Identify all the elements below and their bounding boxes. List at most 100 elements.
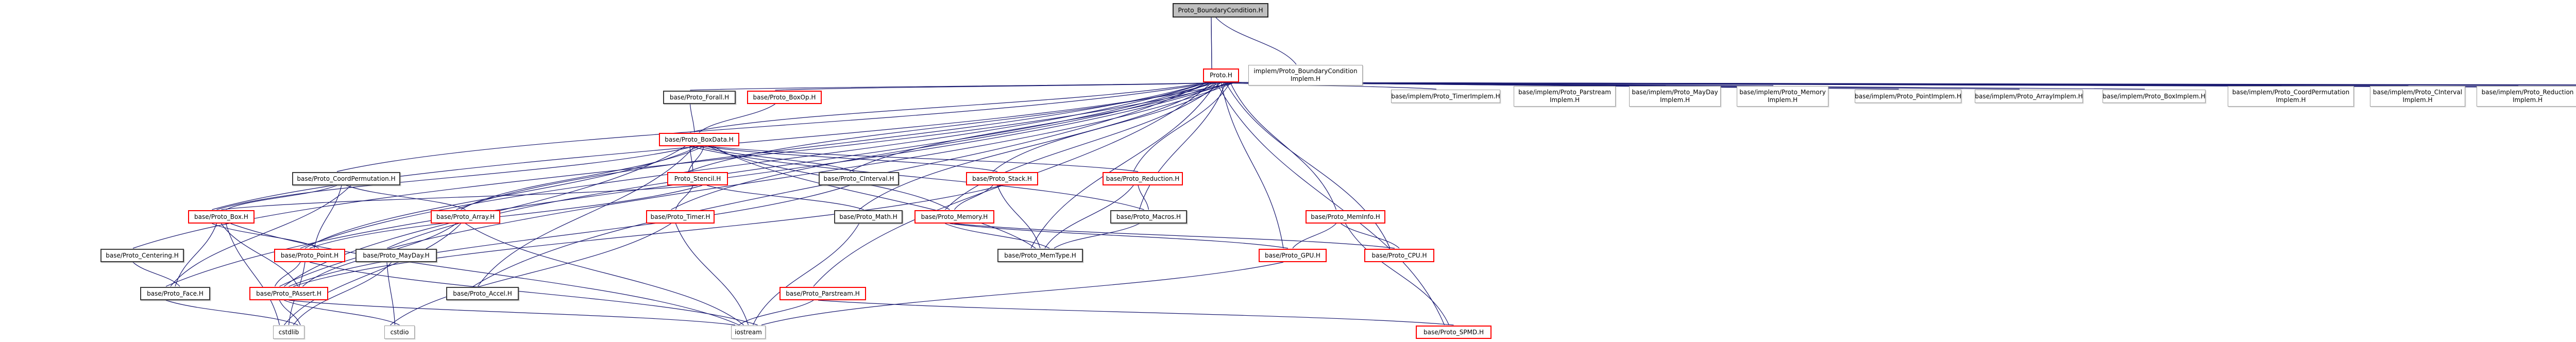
edge-point-to-passert: [274, 262, 301, 287]
edge-proto-to-memory: [945, 82, 1222, 210]
graph-node-reduction[interactable]: base/Proto_Reduction.H: [1103, 172, 1183, 185]
graph-node-boxdata[interactable]: base/Proto_BoxData.H: [659, 133, 739, 146]
graph-node-root[interactable]: Proto_BoundaryCondition.H: [1173, 3, 1268, 18]
graph-node-accel[interactable]: base/Proto_Accel.H: [446, 287, 519, 300]
graph-node-memtype[interactable]: base/Proto_MemType.H: [997, 249, 1083, 262]
edge-cinterval-to-passert: [289, 185, 850, 287]
graph-node-face[interactable]: base/Proto_Face.H: [140, 287, 210, 300]
edge-boxdata-to-cinterval: [699, 146, 855, 172]
edge-boxdata-to-stencil: [689, 146, 693, 172]
graph-node-parstream[interactable]: base/Proto_Parstream.H: [779, 287, 866, 300]
edge-box-to-iostream: [230, 223, 739, 326]
edge-proto-to-array: [456, 82, 1208, 210]
edge-proto-to-coordperm: [336, 82, 1212, 172]
edge-root-to-bc_implem: [1215, 17, 1297, 65]
edge-parstream-to-spmd: [818, 300, 1454, 326]
edge-boxdata-to-stack: [703, 146, 998, 172]
graph-node-math[interactable]: base/Proto_Math.H: [834, 210, 903, 224]
edge-box-to-face: [175, 223, 217, 287]
edge-stencil-to-timer: [675, 185, 693, 210]
graph-node-cpu[interactable]: base/Proto_CPU.H: [1364, 249, 1434, 262]
edge-gpu-to-iostream: [761, 262, 1284, 326]
graph-node-gpu[interactable]: base/Proto_GPU.H: [1259, 249, 1327, 262]
graph-node-box_i[interactable]: base/implem/Proto_BoxImplem.H: [2103, 90, 2206, 103]
edge-reduction-to-macros: [1138, 185, 1149, 210]
graph-node-box[interactable]: base/Proto_Box.H: [188, 210, 255, 224]
edge-proto-to-gpu: [1221, 82, 1284, 249]
edge-mayday-to-cstdio: [386, 262, 396, 326]
edge-proto-to-timer: [671, 82, 1212, 210]
edge-meminfo-to-gpu: [1292, 223, 1336, 249]
edge-proto-to-macros: [1139, 82, 1226, 210]
graph-node-mayday[interactable]: base/Proto_MayDay.H: [355, 249, 437, 262]
edge-stencil-to-math: [706, 185, 864, 210]
edge-boxop-to-boxdata: [699, 104, 775, 133]
edge-centering-to-face: [132, 262, 180, 287]
edge-stencil-to-point: [309, 185, 703, 249]
graph-node-timer_i[interactable]: base/implem/Proto_TimerImplem.H: [1391, 90, 1500, 103]
edge-meminfo-to-spmd: [1345, 223, 1450, 326]
edge-boxdata-to-reduction: [708, 146, 1139, 172]
edge-passert-to-cstdlib: [279, 300, 301, 326]
edge-passert-to-cstdio: [284, 300, 400, 326]
graph-node-forall[interactable]: base/Proto_Forall.H: [663, 91, 736, 104]
graph-node-stencil[interactable]: Proto_Stencil.H: [667, 172, 728, 185]
edge-proto-to-stack: [992, 82, 1226, 172]
edge-box-to-cstdlib: [225, 223, 280, 326]
graph-node-cinterval_i[interactable]: base/implem/Proto_CInterval Implem.H: [2370, 86, 2465, 107]
graph-node-iostream[interactable]: iostream: [731, 326, 766, 339]
edge-boxdata-to-macros: [689, 146, 1144, 210]
edge-mayday-to-cstdlib: [293, 262, 392, 326]
graph-node-coordperm_i[interactable]: base/implem/Proto_CoordPermutation Imple…: [2228, 86, 2354, 107]
graph-node-point[interactable]: base/Proto_Point.H: [274, 249, 345, 262]
graph-node-stack[interactable]: base/Proto_Stack.H: [966, 172, 1038, 185]
graph-node-meminfo[interactable]: base/Proto_MemInfo.H: [1306, 210, 1385, 224]
graph-node-point_i[interactable]: base/implem/Proto_PointImplem.H: [1855, 90, 1961, 103]
graph-node-cstdio[interactable]: cstdio: [384, 326, 415, 339]
graph-node-boxop[interactable]: base/Proto_BoxOp.H: [747, 91, 822, 104]
graph-node-macros[interactable]: base/Proto_Macros.H: [1110, 210, 1187, 224]
graph-node-reduction_i[interactable]: base/implem/Proto_Reduction Implem.H: [2477, 86, 2576, 107]
edge-coordperm-to-face: [170, 185, 351, 287]
edge-proto-to-timer_i: [1216, 82, 1437, 90]
graph-node-cstdlib[interactable]: cstdlib: [273, 326, 304, 339]
edge-proto-to-math: [859, 82, 1217, 210]
graph-node-timer[interactable]: base/Proto_Timer.H: [646, 210, 715, 224]
graph-node-proto[interactable]: Proto.H: [1203, 69, 1239, 82]
graph-node-memory_i[interactable]: base/implem/Proto_Memory Implem.H: [1737, 86, 1828, 107]
edge-point-to-iostream: [309, 262, 758, 326]
graph-node-memory[interactable]: base/Proto_Memory.H: [914, 210, 994, 224]
graph-node-passert[interactable]: base/Proto_PAssert.H: [249, 287, 328, 300]
graph-node-array_i[interactable]: base/implem/Proto_ArrayImplem.H: [1975, 90, 2083, 103]
edge-meminfo-to-cpu: [1341, 223, 1400, 249]
edge-timer-to-iostream: [675, 223, 749, 326]
graph-node-parstream_i[interactable]: base/implem/Proto_Parstream Implem.H: [1514, 86, 1616, 107]
edge-proto-to-forall: [690, 82, 1231, 91]
edge-box-to-point: [212, 223, 319, 249]
edge-proto-to-meminfo: [1230, 82, 1337, 210]
edge-group: [132, 17, 2576, 326]
graph-node-centering[interactable]: base/Proto_Centering.H: [100, 249, 184, 262]
graph-node-mayday_i[interactable]: base/implem/Proto_MayDay Implem.H: [1629, 86, 1721, 107]
edge-boxdata-to-memtype: [713, 146, 1036, 249]
edge-proto-to-root: [1211, 18, 1212, 69]
edge-stack-to-passert: [293, 185, 1003, 287]
edge-forall-to-boxdata: [689, 104, 695, 133]
graph-node-coordperm[interactable]: base/Proto_CoordPermutation.H: [292, 172, 400, 185]
edge-reduction-to-memtype: [1044, 185, 1134, 249]
edge-stack-to-memtype: [997, 185, 1041, 249]
edge-proto-to-centering: [132, 82, 1235, 249]
edge-proto-to-boxdata: [689, 82, 1208, 133]
edge-coordperm-to-point: [314, 185, 342, 249]
graph-node-spmd[interactable]: base/Proto_SPMD.H: [1416, 326, 1492, 339]
graph-node-cinterval[interactable]: base/Proto_CInterval.H: [819, 172, 899, 185]
edge-array-to-iostream: [465, 223, 744, 326]
graph-node-bc_implem[interactable]: implem/Proto_BoundaryCondition Implem.H: [1248, 65, 1363, 86]
edge-boxdata-to-accel: [478, 146, 695, 287]
graph-node-array[interactable]: base/Proto_Array.H: [431, 210, 500, 224]
edge-passert-to-iostream: [289, 300, 736, 326]
edge-memory-to-gpu: [950, 223, 1289, 249]
edge-proto-to-point: [300, 82, 1208, 249]
